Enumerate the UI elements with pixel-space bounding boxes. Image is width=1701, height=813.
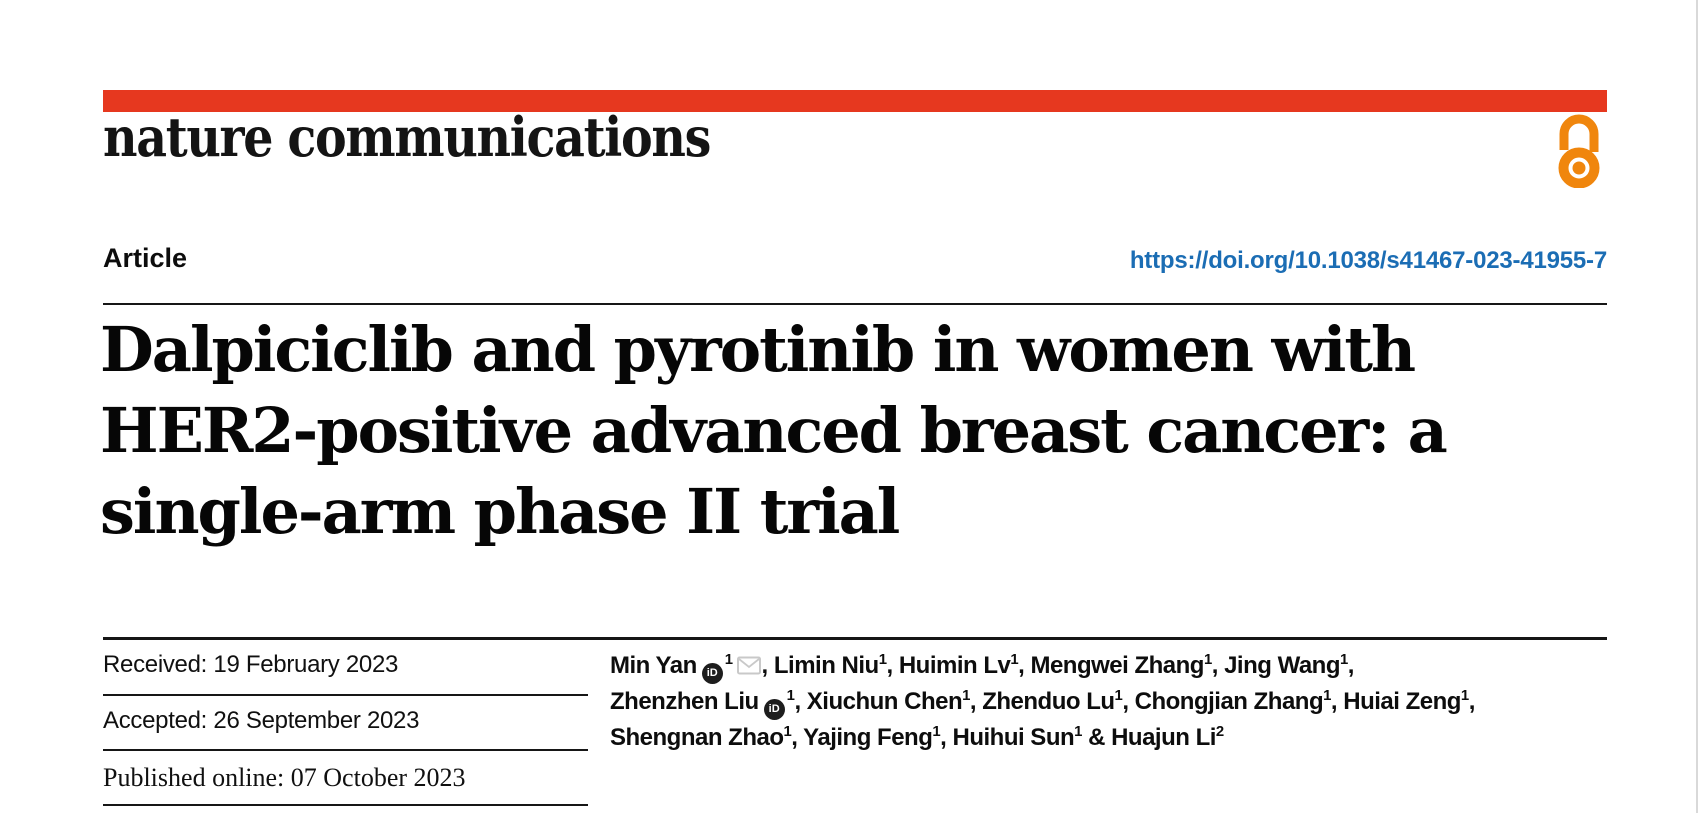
affiliation-superscript: 1 (1074, 724, 1082, 740)
affiliation-superscript: 1 (786, 688, 795, 704)
orcid-id-icon[interactable]: iD (701, 663, 723, 684)
affiliation-superscript: 2 (1215, 724, 1224, 740)
published-value: 07 October 2023 (290, 763, 466, 792)
history-divider-line (103, 804, 588, 806)
affiliation-superscript: 1 (783, 724, 792, 740)
masthead-red-bar (103, 90, 1607, 112)
received-label: Received: (103, 651, 208, 678)
affiliation-superscript: 1 (878, 652, 887, 668)
history-divider-line (103, 694, 588, 696)
email-envelope-icon[interactable] (736, 656, 761, 675)
author-list: Min Yan iD1, Limin Niu1, Huimin Lv1, Meng… (610, 648, 1550, 755)
doi-link[interactable]: https://doi.org/10.1038/s41467-023-41955… (1129, 247, 1607, 274)
article-title: Dalpiciclib and pyrotinib in women with … (100, 309, 1560, 552)
history-table-top-line (103, 637, 1607, 640)
affiliation-superscript: 1 (1010, 652, 1019, 668)
affiliation-superscript: 1 (1203, 652, 1212, 668)
published-label: Published online: (103, 763, 285, 792)
author-line: Min Yan iD1, Limin Niu1, Huimin Lv1, Meng… (610, 648, 1550, 684)
received-value: 19 February 2023 (213, 651, 399, 678)
article-title-line: Dalpiciclib and pyrotinib in women with (100, 313, 1416, 386)
author-line: Shengnan Zhao1, Yajing Feng1, Huihui Sun… (610, 724, 1224, 751)
affiliation-superscript: 1 (1460, 688, 1469, 704)
header-divider-line (103, 303, 1607, 305)
journal-logotype: nature communications (103, 105, 711, 169)
affiliation-superscript: 1 (1323, 688, 1331, 704)
page-edge-line (1696, 0, 1698, 813)
affiliation-superscript: 1 (1340, 652, 1348, 668)
affiliation-superscript: 1 (932, 724, 941, 740)
orcid-id-icon[interactable]: iD (763, 699, 785, 720)
received-date-row: Received: 19 February 2023 (103, 651, 588, 679)
affiliation-superscript: 1 (724, 652, 733, 668)
history-divider-line (103, 749, 588, 751)
accepted-date-row: Accepted: 26 September 2023 (103, 707, 588, 735)
open-access-lock-icon (1558, 114, 1600, 188)
affiliation-superscript: 1 (1114, 688, 1123, 704)
accepted-value: 26 September 2023 (213, 707, 420, 734)
author-line: Zhenzhen Liu iD1, Xiuchun Chen1, Zhenduo … (610, 684, 1550, 720)
article-title-line: single-arm phase II trial (100, 475, 900, 548)
published-online-row: Published online: 07 October 2023 (103, 763, 588, 793)
accepted-label: Accepted: (103, 707, 208, 734)
article-type-label: Article (103, 243, 188, 273)
article-title-line: HER2-positive advanced breast cancer: a (100, 394, 1448, 467)
affiliation-superscript: 1 (962, 688, 970, 704)
